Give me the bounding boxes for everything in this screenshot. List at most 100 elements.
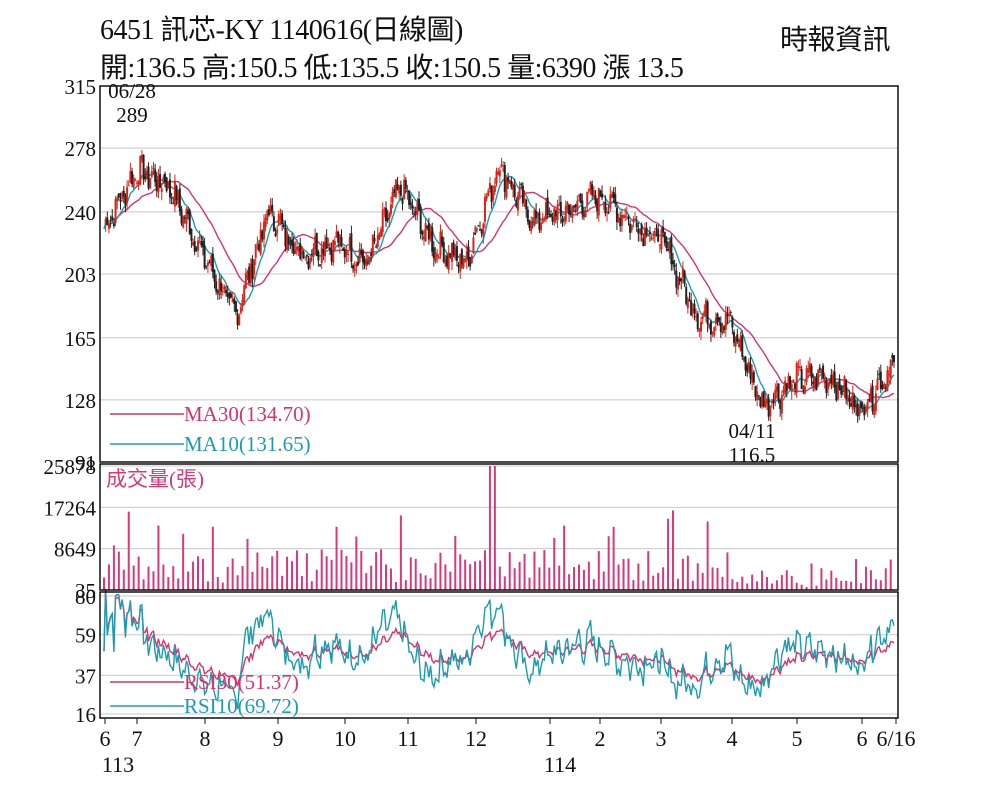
candle-body	[764, 401, 767, 407]
volume-bar	[775, 580, 778, 590]
volume-bar	[281, 575, 284, 590]
candle-body	[574, 204, 577, 208]
candle-body	[439, 231, 442, 256]
volume-bar	[607, 536, 610, 590]
candle-body	[149, 178, 152, 189]
volume-bar	[756, 581, 759, 590]
volume-bar	[855, 559, 858, 590]
candle-body	[256, 242, 259, 244]
candle-body	[860, 401, 863, 408]
candle-body	[563, 217, 566, 222]
candle-body	[711, 332, 714, 334]
candle-body	[356, 261, 359, 266]
candle-body	[360, 249, 363, 255]
price-tick-label: 165	[65, 327, 97, 351]
candle-body	[879, 371, 882, 389]
volume-bar	[419, 573, 422, 590]
candle-body	[586, 191, 589, 206]
candle-body	[228, 292, 231, 299]
volume-bar	[162, 564, 165, 590]
candle-body	[421, 231, 424, 235]
panel-border	[99, 85, 899, 463]
volume-bar	[192, 561, 195, 590]
candle-body	[238, 315, 241, 326]
candle-body	[856, 403, 859, 417]
candle-body	[180, 208, 183, 224]
candle-body	[147, 166, 150, 189]
candle-body	[317, 251, 320, 261]
candle-body	[591, 184, 594, 196]
candle-body	[592, 190, 595, 198]
x-month-label: 7	[132, 726, 143, 751]
candle-body	[139, 155, 142, 185]
candle-body	[239, 307, 242, 313]
candle-body	[291, 239, 294, 246]
volume-bar	[271, 556, 274, 590]
volume-bar	[315, 569, 318, 590]
candle-body	[787, 375, 790, 387]
candle-body	[220, 282, 223, 292]
volume-bar	[652, 575, 655, 590]
candle-body	[206, 262, 209, 266]
candle-body	[497, 171, 500, 176]
candle-body	[203, 245, 206, 269]
volume-bar	[582, 569, 585, 590]
volume-bar	[107, 564, 110, 590]
candle-body	[413, 213, 416, 215]
volume-bar	[543, 550, 546, 590]
volume-bar	[553, 537, 556, 590]
volume-bar	[360, 550, 363, 590]
candle-body	[121, 192, 124, 199]
candle-body	[188, 210, 191, 234]
candle-body	[170, 197, 173, 199]
candle-body	[459, 253, 462, 272]
candle-body	[112, 223, 115, 227]
candle-body	[342, 248, 345, 251]
candle-body	[676, 276, 679, 290]
candle-body	[828, 379, 831, 385]
candle-body	[327, 243, 330, 246]
candle-body	[800, 369, 803, 390]
volume-bar	[286, 556, 289, 590]
candle-body	[520, 183, 523, 186]
candle-body	[843, 376, 846, 392]
volume-bar	[662, 567, 665, 590]
candle-body	[548, 213, 551, 216]
candle-body	[535, 210, 538, 219]
candle-body	[106, 217, 109, 226]
price-annotation: 116.5	[729, 443, 775, 467]
candle-body	[665, 237, 668, 249]
volume-bar	[261, 566, 264, 590]
candle-body	[485, 195, 488, 200]
volume-tick-label: 35	[75, 579, 96, 603]
candle-body	[241, 299, 244, 307]
candle-body	[756, 391, 759, 401]
candle-body	[244, 273, 247, 288]
volume-bar	[385, 564, 388, 590]
candle-body	[614, 194, 617, 204]
volume-bar	[340, 549, 343, 590]
volume-bar	[637, 563, 640, 590]
candle-body	[545, 202, 548, 220]
candle-body	[434, 252, 437, 262]
volume-bar	[627, 558, 630, 590]
volume-bar	[177, 578, 180, 590]
volume-bar	[137, 556, 140, 590]
candle-body	[495, 171, 498, 184]
volume-bar	[741, 576, 744, 590]
volume-bar	[785, 570, 788, 590]
candle-body	[450, 242, 453, 262]
volume-bar	[201, 558, 204, 590]
candle-body	[152, 167, 155, 169]
candle-body	[477, 225, 480, 227]
volume-bar	[117, 551, 120, 590]
candle-body	[657, 229, 660, 242]
candle-body	[728, 314, 731, 316]
volume-bar	[869, 570, 872, 590]
candle-body	[536, 213, 539, 216]
candle-body	[142, 154, 145, 180]
candle-body	[436, 254, 439, 257]
candle-body	[766, 398, 769, 404]
candle-body	[302, 251, 305, 258]
candle-body	[680, 278, 683, 282]
